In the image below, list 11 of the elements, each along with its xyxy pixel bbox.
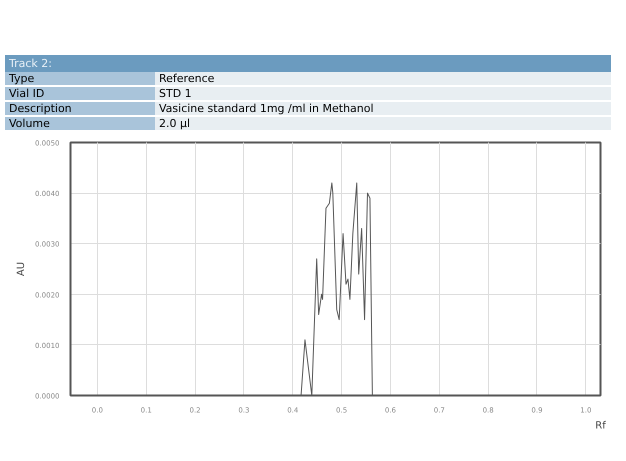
text: STD 1 bbox=[155, 86, 611, 101]
text: Reference bbox=[155, 72, 611, 86]
text: 2.0 µl bbox=[155, 116, 611, 131]
chart-title: Track 2: bbox=[5, 55, 611, 72]
text: Volume bbox=[5, 116, 155, 131]
y-axis-title: AU bbox=[16, 262, 28, 276]
text: Vial ID bbox=[5, 86, 155, 101]
text: Type bbox=[5, 72, 155, 86]
text: Description bbox=[5, 101, 155, 116]
text: Vasicine standard 1mg /ml in Methanol bbox=[155, 101, 611, 116]
x-axis-title: Rf bbox=[595, 420, 606, 432]
